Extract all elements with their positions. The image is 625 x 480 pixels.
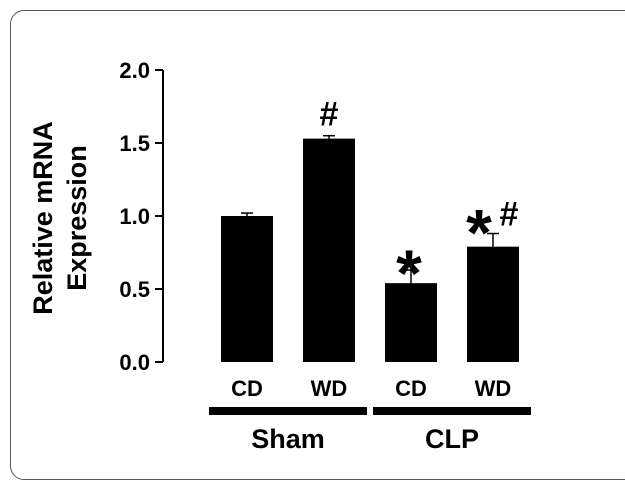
bar-2 xyxy=(385,283,437,362)
group-label-0: Sham xyxy=(251,424,325,454)
y-tick-label: 0.5 xyxy=(119,277,150,302)
x-tick-label-2: CD xyxy=(395,376,427,401)
bar-3 xyxy=(467,246,519,362)
group-bracket-0 xyxy=(209,407,367,415)
significance-marks: #** # xyxy=(320,96,519,310)
bar-0 xyxy=(221,216,273,362)
bar-1 xyxy=(303,138,355,362)
y-tick-label: 1.0 xyxy=(119,204,150,229)
significance-mark-hash-1: # xyxy=(320,96,339,134)
x-tick-label-3: WD xyxy=(475,376,512,401)
y-axis-label-line-2: Expression xyxy=(62,145,92,291)
group-labels: Sham CLP xyxy=(209,407,531,454)
x-tick-label-1: WD xyxy=(311,376,348,401)
significance-mark-hash-3: # xyxy=(500,196,519,234)
group-bracket-1 xyxy=(373,407,531,415)
bars xyxy=(221,138,519,362)
significance-mark-star-3: * xyxy=(466,196,492,270)
y-tick-label: 0.0 xyxy=(119,350,150,375)
y-tick-label: 2.0 xyxy=(119,58,150,83)
x-tick-labels: CD WD CD WD xyxy=(231,376,511,401)
y-axis-label: Relative mRNA Expression xyxy=(28,121,92,315)
significance-mark-star-2: * xyxy=(396,236,422,310)
y-ticks: 0.0 0.5 1.0 1.5 2.0 xyxy=(119,58,163,375)
error-bars xyxy=(241,134,499,284)
y-axis-label-line-1: Relative mRNA xyxy=(28,121,58,315)
y-tick-label: 1.5 xyxy=(119,131,150,156)
bar-chart: Relative mRNA Expression 0.0 0.5 1.0 1.5 2.0… xyxy=(28,58,531,454)
group-label-1: CLP xyxy=(425,424,479,454)
x-tick-label-0: CD xyxy=(231,376,263,401)
